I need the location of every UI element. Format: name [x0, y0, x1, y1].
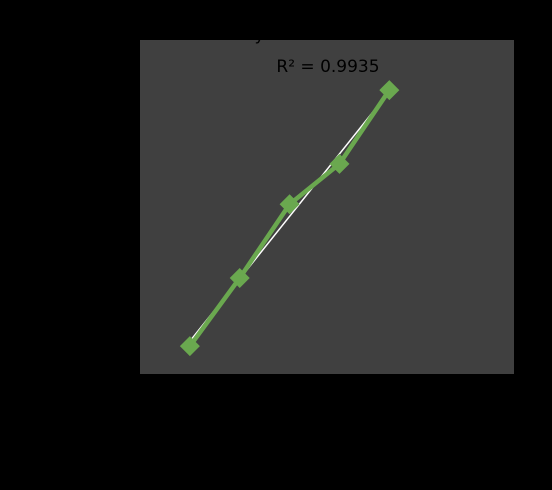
y-tick-label: 0.4 — [84, 253, 114, 275]
y-tick-label: 1 — [102, 86, 114, 108]
x-tick-label: 0 — [134, 399, 146, 421]
y-tick-label: 0 — [102, 364, 114, 386]
data-point-marker — [179, 336, 200, 357]
plot-area — [140, 40, 514, 374]
x-tick-label: 15 — [502, 399, 526, 421]
y-tick-label: 0.6 — [84, 197, 114, 219]
x-axis-title: Concentration (ug/ml) — [215, 441, 426, 461]
y-axis-ticks: 0 0.2 0.4 0.6 0.8 1 1.2 — [84, 30, 114, 386]
data-point-marker — [329, 153, 350, 174]
data-point-marker — [379, 80, 400, 101]
x-tick-label: 10 — [377, 399, 401, 421]
series-layer — [179, 80, 400, 357]
trendline-equation: y = 0.1122x - 0.1068 — [254, 25, 435, 45]
trendline-r-squared: R² = 0.9935 — [276, 57, 379, 77]
y-tick-label: 1.2 — [84, 30, 114, 52]
y-tick-label: 0.2 — [84, 308, 114, 330]
y-axis-title: OD — [53, 194, 73, 223]
x-tick-label: 5 — [259, 399, 271, 421]
data-point-marker — [279, 194, 300, 215]
data-point-marker — [229, 267, 250, 288]
y-tick-label: 0.8 — [84, 141, 114, 163]
x-axis-ticks: 0 5 10 15 — [134, 399, 526, 421]
